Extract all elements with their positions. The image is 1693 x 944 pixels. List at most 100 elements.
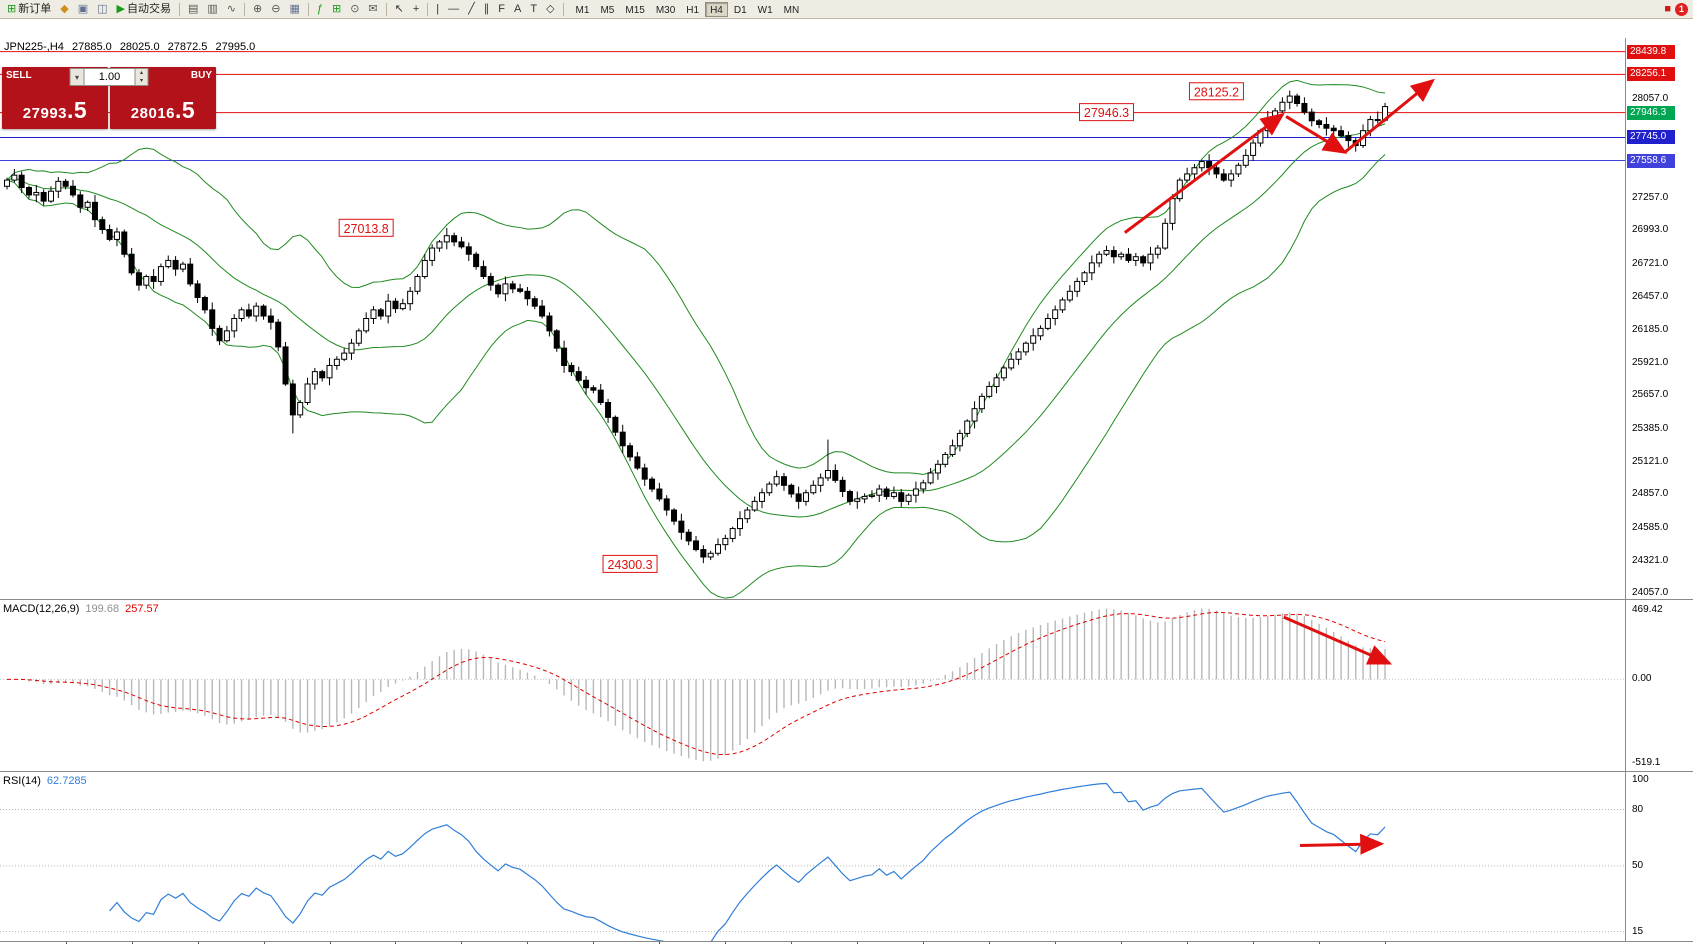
new-order-button[interactable]: ⊞ 新订单 xyxy=(3,1,55,18)
svg-text:28125.2: 28125.2 xyxy=(1194,85,1239,99)
panel-separator[interactable] xyxy=(0,599,1693,600)
timeframe-M5[interactable]: M5 xyxy=(600,4,615,16)
timeframe-D1[interactable]: D1 xyxy=(733,4,747,16)
line-chart-icon: ∿ xyxy=(226,3,236,15)
buy-button[interactable]: BUY 28016.5 xyxy=(110,67,216,129)
zoom-in-button[interactable]: ⊕ xyxy=(249,1,266,18)
time-axis-tick xyxy=(989,942,991,944)
price-axis-tick: 100 xyxy=(1632,774,1649,785)
vertical-line-button[interactable]: | xyxy=(432,1,443,18)
line-chart-button[interactable]: ∿ xyxy=(223,1,240,18)
time-axis-tick xyxy=(1319,942,1321,944)
price-annotation: 27013.8 xyxy=(338,218,394,237)
trend-arrows xyxy=(1123,78,1436,234)
period-button[interactable]: ⊙ xyxy=(346,1,363,18)
toolbar-separator xyxy=(562,2,564,16)
market-watch-icon: ▣ xyxy=(77,3,89,15)
time-axis-tick xyxy=(461,942,463,944)
timeframe-M30[interactable]: M30 xyxy=(655,4,676,16)
sell-price: 27993.5 xyxy=(22,97,88,123)
svg-text:24300.3: 24300.3 xyxy=(607,558,652,572)
timeframe-H1[interactable]: H1 xyxy=(686,4,700,16)
volume-stepper[interactable]: ▴ ▾ xyxy=(135,68,149,86)
volume-control: ▾ ▴▾ xyxy=(69,68,149,86)
time-axis-tick xyxy=(329,942,331,944)
market-watch-button[interactable]: ▣ xyxy=(74,1,92,18)
macd-trend-arrow xyxy=(1283,615,1393,665)
horizontal-line-icon: — xyxy=(448,3,460,15)
toolbar-separator xyxy=(178,2,180,16)
time-axis-tick xyxy=(527,942,529,944)
toolbar-right: ■ 1 xyxy=(1664,2,1690,16)
fibonacci-button[interactable]: F xyxy=(494,1,509,18)
channel-button[interactable]: ∥ xyxy=(480,1,494,18)
navigator-button[interactable]: ◫ xyxy=(93,1,111,18)
indicators-button[interactable]: ƒ xyxy=(313,1,327,18)
timeframe-H4[interactable]: H4 xyxy=(705,1,728,17)
auto-trading-label: 自动交易 xyxy=(126,3,171,15)
navigator-icon: ◫ xyxy=(97,3,108,15)
macd-histogram xyxy=(13,608,1386,762)
alert-icon[interactable]: ■ xyxy=(1664,3,1671,15)
price-axis-tick: 25121.0 xyxy=(1632,455,1669,467)
mail-button[interactable]: ✉ xyxy=(364,1,381,18)
price-level-label: 27745.0 xyxy=(1627,130,1675,145)
volume-dropdown-icon[interactable]: ▾ xyxy=(69,68,84,86)
tile-windows-icon: ▦ xyxy=(289,3,300,15)
low-value: 27872.5 xyxy=(167,41,208,53)
horizontal-line-button[interactable]: — xyxy=(444,1,463,18)
rsi-indicator-chart[interactable] xyxy=(0,772,1625,941)
price-axis-tick: 25657.0 xyxy=(1632,389,1669,401)
macd-indicator-chart[interactable] xyxy=(0,600,1625,771)
timeframe-W1[interactable]: W1 xyxy=(757,4,773,16)
time-axis-tick xyxy=(1055,942,1057,944)
price-axis-tick: 26993.0 xyxy=(1632,224,1669,236)
price-axis-tick: 24857.0 xyxy=(1632,488,1669,500)
time-axis-tick xyxy=(1253,942,1255,944)
zoom-out-button[interactable]: ⊖ xyxy=(267,1,284,18)
fibonacci-icon: F xyxy=(498,3,505,15)
candlestick-chart-button[interactable]: ▥ xyxy=(203,1,221,18)
bid-price-box: 27946.3 xyxy=(1627,105,1675,120)
toolbar-separator xyxy=(307,2,309,16)
volume-input[interactable] xyxy=(83,68,136,86)
time-axis-tick xyxy=(395,942,397,944)
shapes-button[interactable]: ◇ xyxy=(542,1,558,18)
label-button[interactable]: T xyxy=(526,1,541,18)
main-price-chart[interactable]: 27013.8 24300.3 27946.3 28125.2 xyxy=(0,38,1625,599)
time-axis-tick xyxy=(791,942,793,944)
time-axis[interactable]: 16 Feb 202217 Feb 00:0018 Feb 10:5521 Fe… xyxy=(0,941,1693,944)
time-axis-tick xyxy=(131,942,133,944)
bar-chart-button[interactable]: ▤ xyxy=(184,1,202,18)
cursor-icon: ↖ xyxy=(394,3,404,15)
tile-windows-button[interactable]: ▦ xyxy=(285,1,303,18)
bar-chart-icon: ▤ xyxy=(187,3,199,15)
add-indicator-icon: ⊞ xyxy=(331,3,342,15)
price-axis-tick: 25921.0 xyxy=(1632,356,1669,368)
notification-badge[interactable]: 1 xyxy=(1675,2,1688,16)
add-indicator-button[interactable]: ⊞ xyxy=(328,1,345,18)
panel-separator[interactable] xyxy=(0,771,1693,772)
open-value: 27885.0 xyxy=(71,41,112,53)
crosshair-icon: + xyxy=(412,3,420,15)
channel-icon: ∥ xyxy=(483,3,490,15)
timeframe-M1[interactable]: M1 xyxy=(575,4,590,16)
rsi-indicator-label: RSI(14) 62.7285 xyxy=(3,775,87,787)
price-axis-tick: 80 xyxy=(1632,803,1644,815)
indicators-icon: ƒ xyxy=(316,3,323,15)
auto-trading-icon: ▶ xyxy=(116,3,125,15)
label-icon: T xyxy=(530,3,538,15)
timeframe-M15[interactable]: M15 xyxy=(625,4,645,16)
auto-trading-button[interactable]: ▶ 自动交易 xyxy=(113,1,175,18)
buy-label: BUY xyxy=(190,70,212,81)
crosshair-button[interactable]: + xyxy=(409,1,423,18)
text-button[interactable]: A xyxy=(510,1,525,18)
timeframe-MN[interactable]: MN xyxy=(783,4,800,16)
price-annotation: 27946.3 xyxy=(1079,103,1134,122)
trendline-button[interactable]: ╱ xyxy=(464,1,479,18)
price-axis-tick: 0.00 xyxy=(1632,673,1652,685)
zoom-out-icon: ⊖ xyxy=(271,3,281,15)
charts-profile-button[interactable]: ◆ xyxy=(56,1,72,18)
time-axis-tick xyxy=(923,942,925,944)
cursor-button[interactable]: ↖ xyxy=(391,1,408,18)
